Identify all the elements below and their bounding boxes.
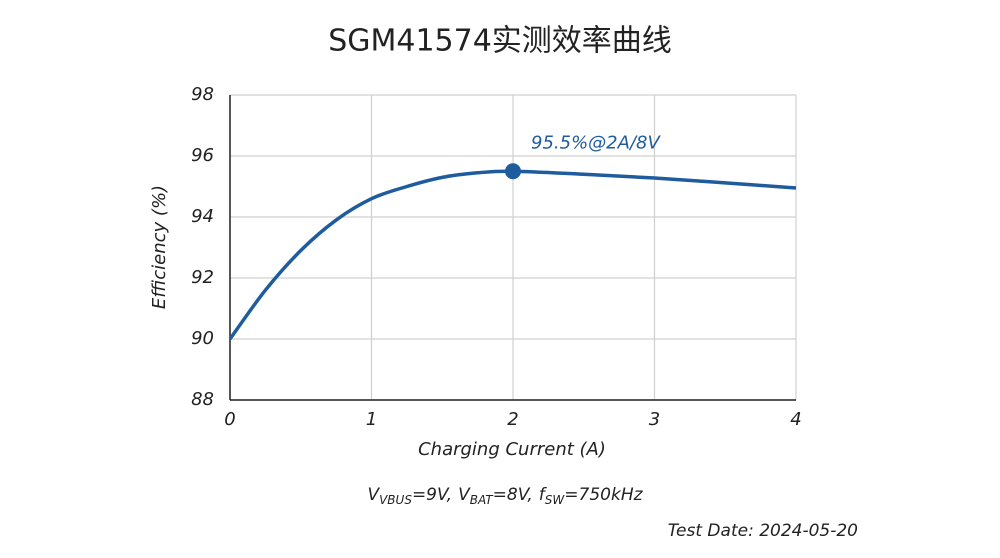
conditions: VVBUS=9V, VBAT=8V, fSW=750kHz	[367, 485, 643, 507]
y-tick-label: 98	[191, 84, 214, 105]
condition-subscript: SW	[545, 493, 566, 507]
y-axis-label: Efficiency (%)	[149, 185, 170, 309]
condition-value: =9V,	[412, 485, 452, 505]
footnote: Test Date: 2024-05-20	[668, 521, 858, 541]
series-line	[228, 169, 797, 341]
chart-title: SGM41574实测效率曲线	[328, 24, 672, 59]
condition-subscript: VBUS	[379, 493, 412, 507]
x-axis-label: Charging Current (A)	[418, 439, 606, 460]
condition-symbol: f	[539, 485, 548, 505]
highlight-point	[505, 163, 521, 180]
condition-symbol: V	[458, 485, 471, 505]
x-tick-label: 1	[366, 409, 377, 430]
condition-subscript: BAT	[470, 493, 495, 507]
x-tick-label: 2	[507, 409, 518, 430]
condition-value: =8V,	[493, 485, 533, 505]
y-tick-label: 96	[191, 145, 214, 166]
x-tick-label: 3	[649, 409, 660, 430]
y-tick-label: 90	[191, 328, 214, 349]
condition-symbol: V	[367, 485, 380, 505]
y-tick-label: 94	[191, 206, 214, 227]
highlight-label: 95.5%@2A/8V	[531, 132, 661, 153]
y-tick-label: 88	[191, 389, 214, 410]
y-tick-label: 92	[191, 267, 214, 288]
condition-value: =750kHz	[564, 485, 643, 505]
x-tick-label: 4	[790, 409, 801, 430]
x-tick-label: 0	[224, 409, 235, 430]
